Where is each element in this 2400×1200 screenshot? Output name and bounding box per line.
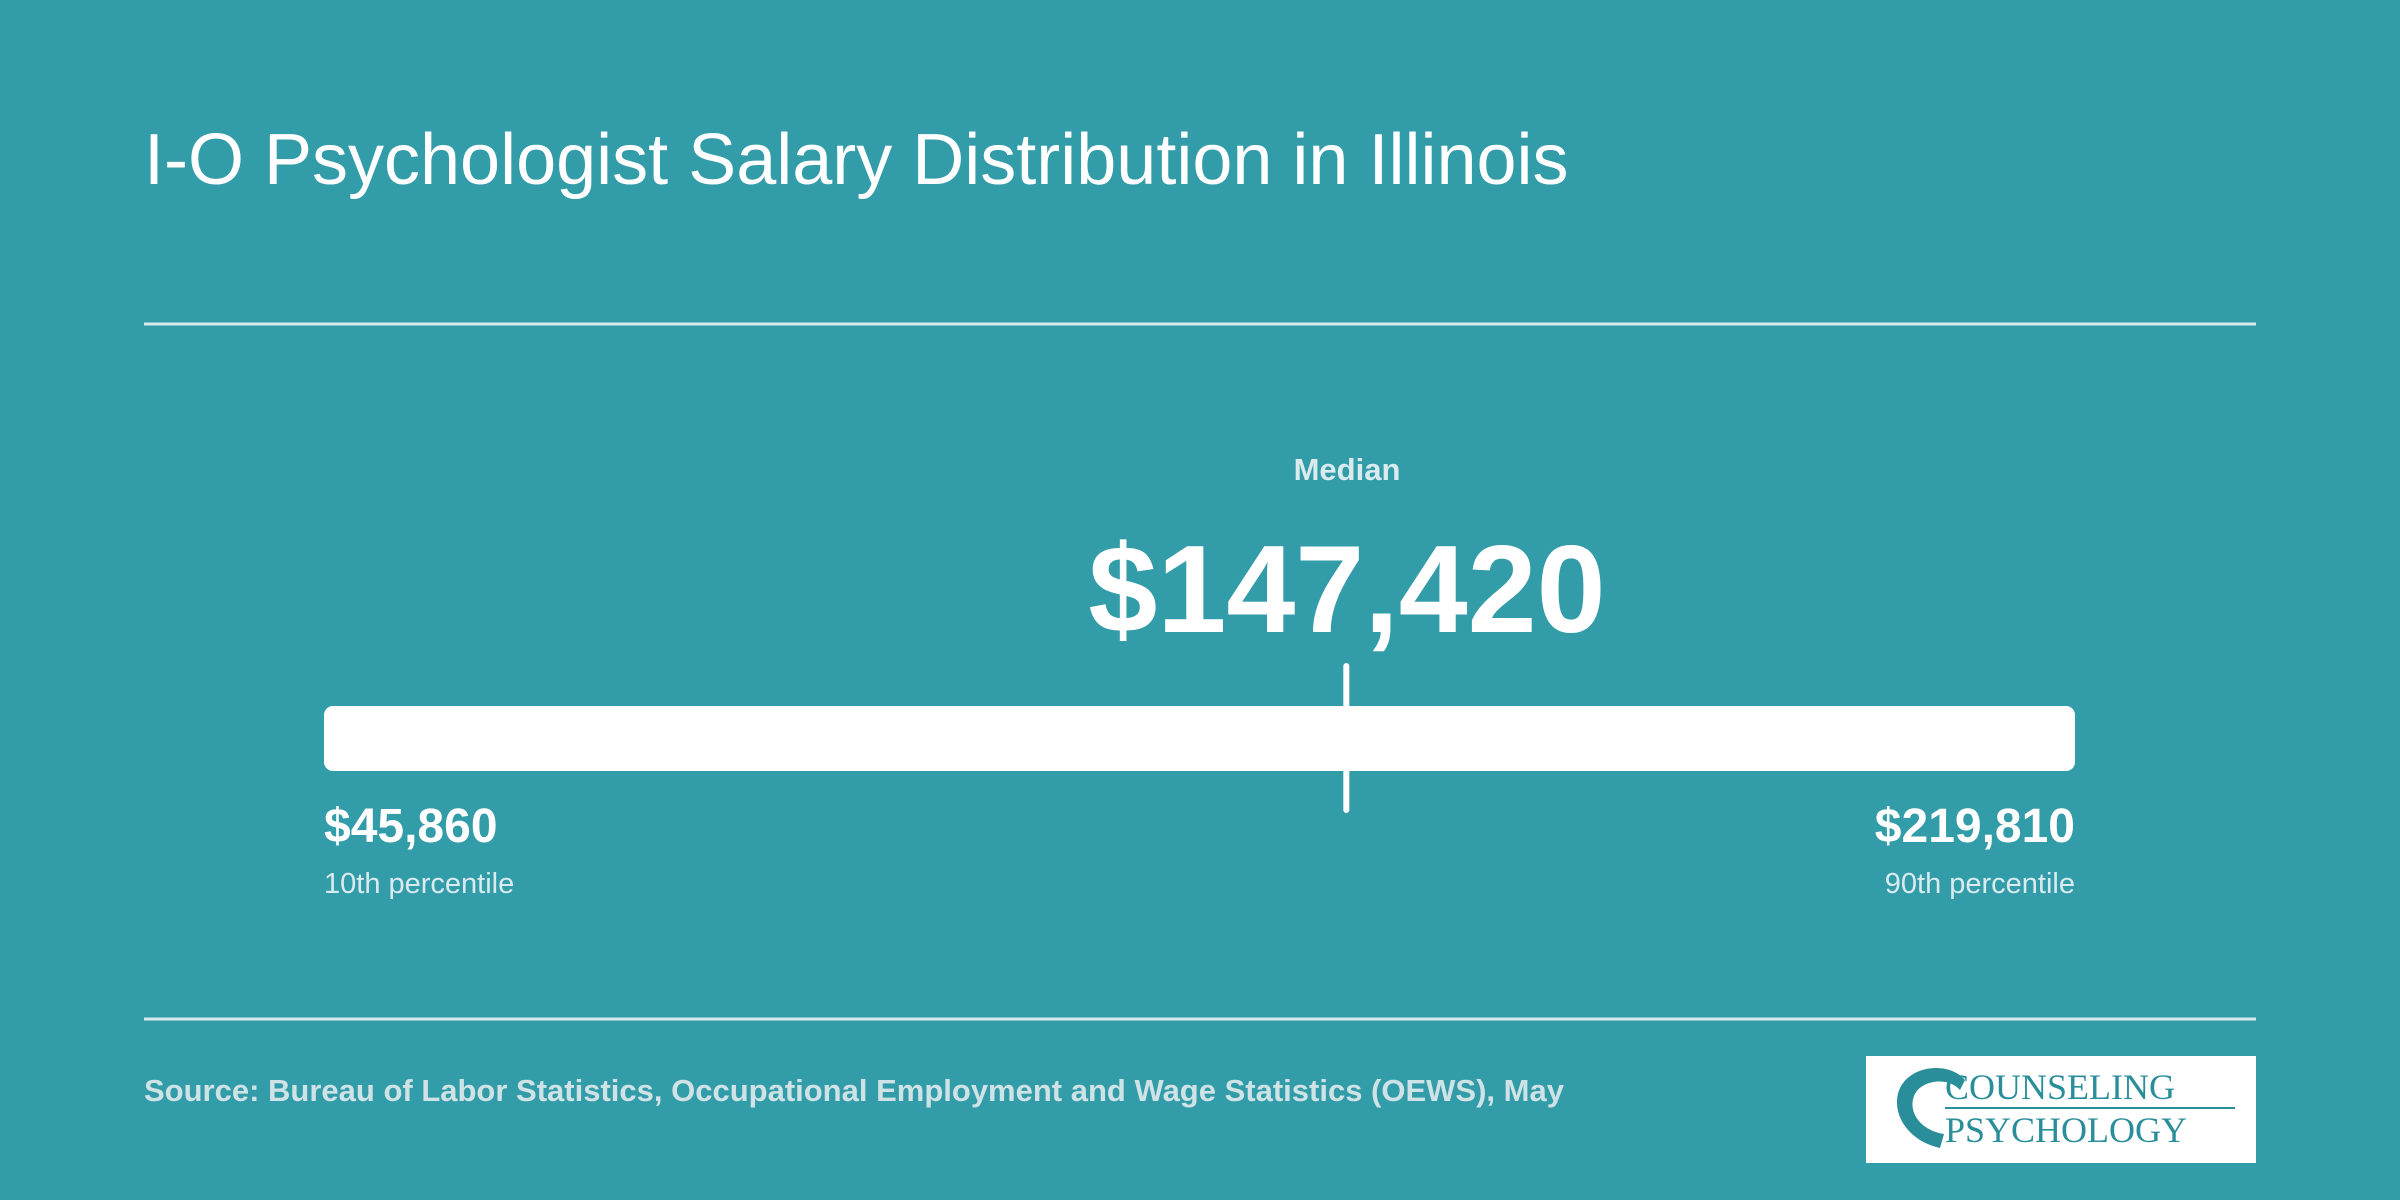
logo: COUNSELING PSYCHOLOGY bbox=[1866, 1056, 2256, 1163]
high-value: $219,810 bbox=[1875, 800, 2075, 853]
low-label: 10th percentile bbox=[324, 868, 514, 900]
median-value: $147,420 bbox=[1088, 521, 1605, 659]
high-label: 90th percentile bbox=[1885, 868, 2075, 900]
logo-text: PSYCHOLOGY bbox=[1945, 1110, 2187, 1150]
title: I-O Psychologist Salary Distribution in … bbox=[144, 120, 1569, 200]
logo-icon bbox=[1896, 1068, 1965, 1148]
source: Source: Bureau of Labor Statistics, Occu… bbox=[144, 1073, 1565, 1108]
low-value: $45,860 bbox=[324, 800, 498, 853]
range-bar bbox=[324, 706, 2075, 771]
range-scale bbox=[324, 663, 2075, 813]
logo-text: COUNSELING bbox=[1945, 1067, 2175, 1107]
median-label: Median bbox=[1294, 452, 1401, 487]
